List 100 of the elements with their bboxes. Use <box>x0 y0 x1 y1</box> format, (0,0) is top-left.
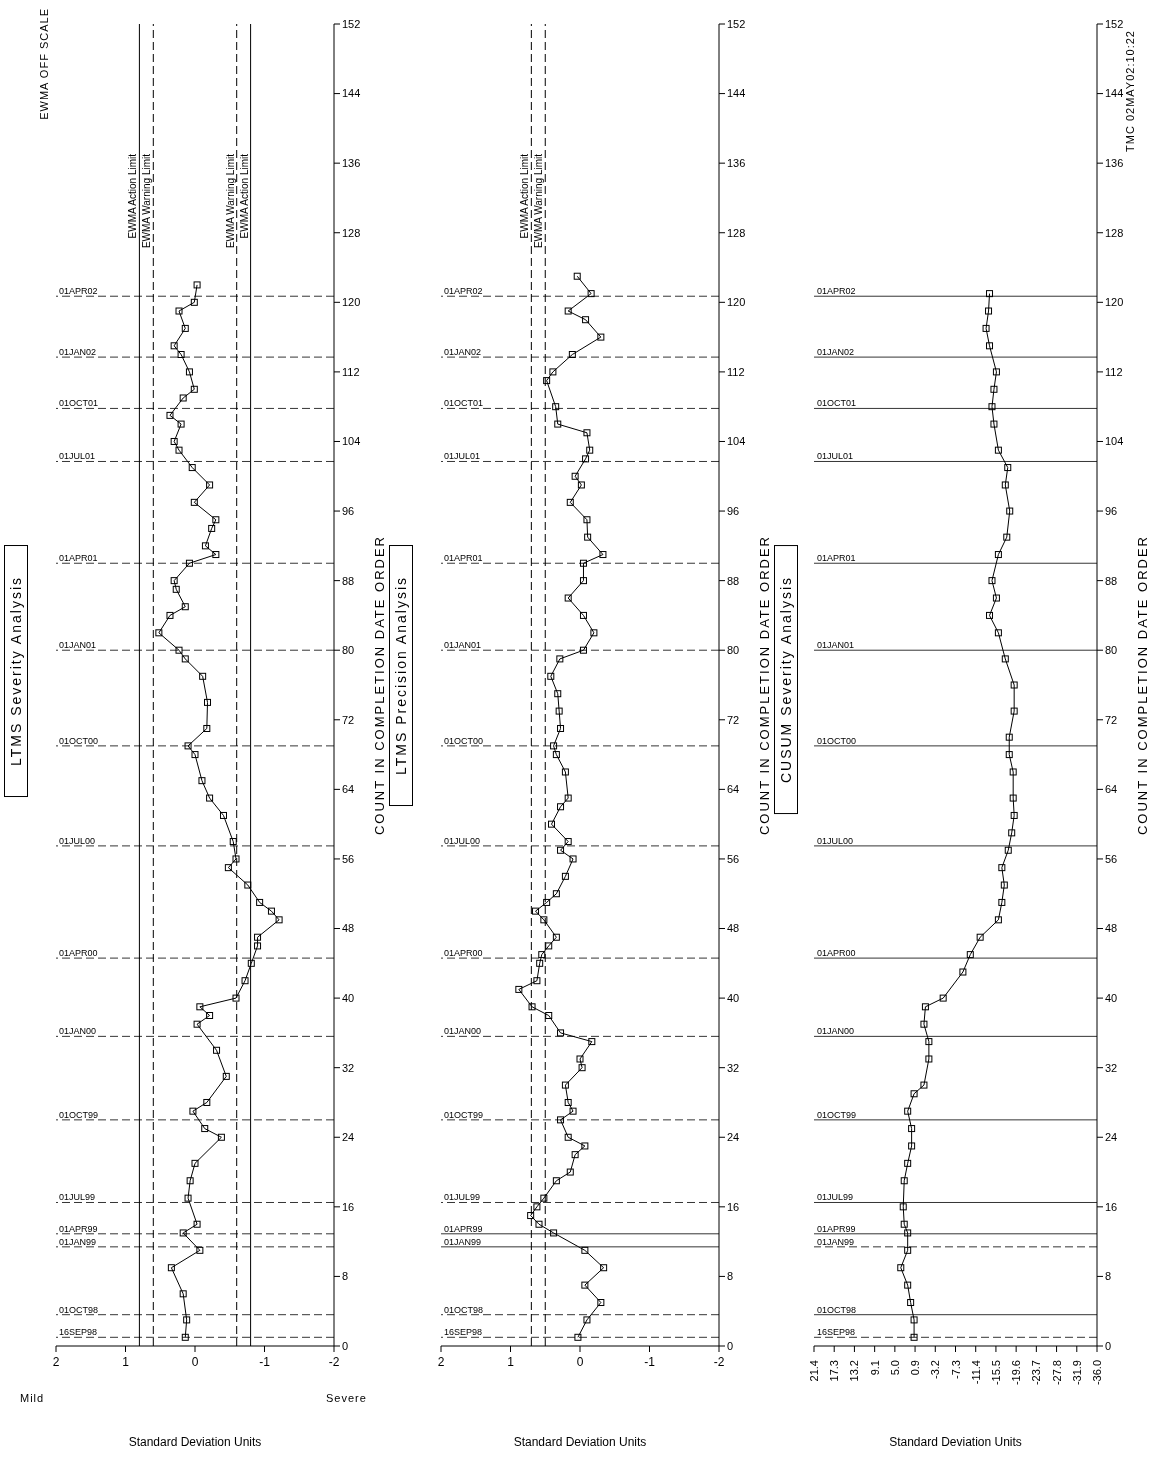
text: CUSUM Severity Analysis <box>774 545 798 815</box>
y-tick-label: 144 <box>727 87 746 100</box>
x-tick-label: 0.9 <box>909 1360 922 1376</box>
ref-line-label: 01OCT00 <box>817 735 857 746</box>
ref-line-label: 01APR02 <box>59 286 98 297</box>
y-tick-label: 96 <box>727 504 740 517</box>
ref-line-label: 01APR02 <box>444 286 483 297</box>
y-tick-label: 40 <box>727 992 740 1005</box>
y-tick-label: 72 <box>1105 713 1118 726</box>
ref-line-label: 01APR00 <box>817 948 856 959</box>
x-tick-label: 1 <box>507 1355 515 1369</box>
ref-line-label: 16SEP98 <box>59 1327 98 1338</box>
y-tick-label: 48 <box>1105 922 1118 935</box>
ref-line-label: 01JAN02 <box>817 347 855 358</box>
y-tick-label: 88 <box>342 574 355 587</box>
ref-line-label: 01JUL01 <box>444 451 481 462</box>
ref-line-label: EWMA Action Limit <box>238 153 250 239</box>
ref-line-label: 01OCT00 <box>59 735 99 746</box>
y-tick-label: 24 <box>342 1131 355 1144</box>
y-tick-label: 48 <box>727 922 740 935</box>
y-tick-label: 56 <box>1105 852 1118 865</box>
y-tick-label: 88 <box>1105 574 1118 587</box>
y-tick-label: 112 <box>342 365 360 378</box>
x-tick-label: 2 <box>437 1355 445 1369</box>
ref-line-label: 16SEP98 <box>817 1327 856 1338</box>
ref-line-label: 01OCT01 <box>59 398 99 409</box>
y-tick-label: 24 <box>727 1131 740 1144</box>
ref-line-label: 01APR99 <box>817 1223 856 1234</box>
y-tick-label: 112 <box>1105 365 1123 378</box>
x-tick-label: -23.7 <box>1030 1360 1043 1386</box>
y-tick-label: 120 <box>727 296 746 309</box>
y-axis-title: COUNT IN COMPLETION DATE ORDER <box>756 534 772 836</box>
y-axis-title: COUNT IN COMPLETION DATE ORDER <box>1134 534 1150 836</box>
x-axis-title: Standard Deviation Units <box>513 1435 647 1449</box>
y-tick-label: 104 <box>1105 435 1124 448</box>
ref-line-label: 01OCT98 <box>59 1304 99 1315</box>
y-tick-label: 40 <box>342 992 355 1005</box>
y-tick-label: 112 <box>727 365 745 378</box>
y-tick-label: 16 <box>1105 1200 1118 1213</box>
ref-line-label: 01APR01 <box>59 553 98 564</box>
y-tick-label: 64 <box>727 783 740 796</box>
y-tick-label: 152 <box>342 17 361 30</box>
x-tick-label: -3.2 <box>929 1360 942 1379</box>
ref-line-label: 01JAN99 <box>817 1236 855 1247</box>
ref-line-label: 01JUL00 <box>59 835 96 846</box>
y-tick-label: 128 <box>1105 226 1124 239</box>
ref-line-label: 16SEP98 <box>444 1327 483 1338</box>
ref-line-label: 01OCT99 <box>444 1109 484 1120</box>
x-tick-label: 5.0 <box>888 1360 901 1376</box>
ref-line-label: 01APR01 <box>817 553 856 564</box>
ref-line-label: 01APR01 <box>444 553 483 564</box>
y-axis-title: COUNT IN COMPLETION DATE ORDER <box>371 534 387 836</box>
ref-line-label: 01JUL01 <box>59 451 96 462</box>
x-tick-label: -11.4 <box>969 1360 982 1385</box>
y-tick-label: 152 <box>727 17 746 30</box>
y-tick-label: 64 <box>1105 783 1118 796</box>
y-tick-label: 80 <box>727 644 740 657</box>
x-tick-label: 17.3 <box>828 1360 841 1382</box>
y-tick-label: 0 <box>342 1339 349 1352</box>
y-tick-label: 48 <box>342 922 355 935</box>
ref-line-label: 01JUL00 <box>444 835 481 846</box>
text: EWMA OFF SCALE <box>38 8 50 120</box>
ref-line-label: EWMA Action Limit <box>519 153 531 239</box>
y-tick-label: 96 <box>342 504 355 517</box>
ref-line-label: 01JAN00 <box>59 1026 97 1037</box>
ref-line-label: 01JAN02 <box>59 347 97 358</box>
ref-line-label: 01OCT01 <box>444 398 484 409</box>
y-tick-label: 144 <box>1105 87 1124 100</box>
ref-line-label: 01JAN01 <box>444 640 482 651</box>
y-tick-label: 136 <box>1105 157 1124 170</box>
ref-line-label: EWMA Warning Limit <box>224 153 236 249</box>
x-tick-label: -15.5 <box>989 1360 1002 1386</box>
ref-line-label: 01OCT00 <box>444 735 484 746</box>
y-tick-label: 32 <box>1105 1061 1118 1074</box>
x-tick-label: -2 <box>328 1355 340 1369</box>
ref-line-label: 01OCT01 <box>817 398 857 409</box>
y-tick-label: 120 <box>1105 296 1124 309</box>
ref-line-label: EWMA Warning Limit <box>141 153 153 249</box>
x-tick-label: -2 <box>713 1355 725 1369</box>
y-tick-label: 80 <box>1105 644 1118 657</box>
ref-line-label: 01APR00 <box>59 948 98 959</box>
y-tick-label: 16 <box>342 1200 355 1213</box>
ref-line-label: 01OCT99 <box>817 1109 857 1120</box>
ref-line-label: EWMA Action Limit <box>127 153 139 239</box>
y-tick-label: 128 <box>342 226 361 239</box>
x-axis-title: Standard Deviation Units <box>128 1435 262 1449</box>
y-tick-label: 72 <box>727 713 740 726</box>
ref-line-label: 01JAN02 <box>444 347 482 358</box>
ref-line-label: 01JAN99 <box>444 1236 482 1247</box>
ref-line-label: 01OCT98 <box>444 1304 484 1315</box>
text: LTMS Severity Analysis <box>4 545 28 798</box>
y-tick-label: 104 <box>342 435 361 448</box>
y-tick-label: 104 <box>727 435 746 448</box>
y-tick-label: 128 <box>727 226 746 239</box>
y-tick-label: 144 <box>342 87 361 100</box>
y-tick-label: 152 <box>1105 17 1124 30</box>
text: Severe <box>326 1392 367 1404</box>
y-tick-label: 8 <box>727 1270 734 1283</box>
ref-line-label: 01JAN00 <box>444 1026 482 1037</box>
x-tick-label: -1 <box>644 1355 656 1369</box>
